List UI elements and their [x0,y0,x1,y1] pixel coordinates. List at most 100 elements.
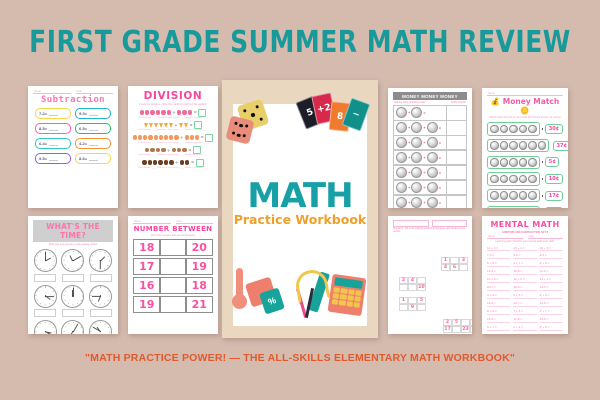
worksheet-number-between[interactable]: Name Date NUMBER BETWEEN Fill in the num… [128,216,218,334]
mental-math-problem[interactable]: 15-8 = [513,269,537,276]
money-answer-field[interactable] [446,195,466,208]
money-answer-field[interactable] [446,121,466,135]
mental-math-problem[interactable]: 11-2 = [539,269,563,276]
money-answer-field[interactable] [446,106,466,120]
subtraction-problem[interactable]: 7-2= [35,108,71,119]
workbook-cover[interactable]: 5 +2 8−% MATH Practice Workbook [222,80,378,338]
money-answer-field[interactable] [446,150,466,165]
mental-math-problem[interactable]: 7-3 = [487,253,511,260]
clock-tick [52,299,54,302]
answer-box[interactable] [195,158,204,167]
money-answer-field[interactable] [446,180,466,195]
chart-cell-blank[interactable] [469,325,472,334]
subtraction-problem[interactable]: 6-4= [35,138,71,149]
mental-math-problem[interactable]: 3 + 9 = [487,293,511,299]
time-answer-field[interactable] [89,273,112,282]
number-cell-middle[interactable] [159,258,187,275]
mental-math-problem[interactable]: 10 + 5 = [487,277,511,284]
match-dot[interactable] [541,178,544,180]
mental-math-problem[interactable]: 5 + 8 = [487,261,511,268]
coin-group[interactable] [487,205,540,208]
mental-math-problem[interactable]: 17-8 = [513,317,537,323]
worksheet-time[interactable]: WHAT'S THE TIME? Write the time shown on… [28,216,118,334]
coin-group[interactable] [487,138,549,153]
time-answer-field[interactable] [61,309,84,317]
answer-box[interactable] [193,146,202,154]
name-field[interactable] [393,220,429,227]
coin-group[interactable] [487,188,540,203]
mental-math-problem[interactable]: 18-9 = [513,285,537,292]
money-answer-field[interactable] [446,165,466,180]
chart-cell-blank[interactable] [458,263,469,272]
mental-math-problem[interactable]: 3 + 7 = [539,309,563,315]
number-cell-middle[interactable] [159,239,187,256]
subtraction-problem[interactable]: 4-2= [75,138,111,149]
mental-math-problem[interactable]: 8 + 8 = [487,309,511,315]
mental-math-problem[interactable]: 13-7 = [513,301,537,307]
ice-cream-icon [161,110,166,115]
mental-math-problem[interactable]: 11 + 3 = [487,246,511,252]
mental-math-problem[interactable]: 12 + 6 = [513,277,537,284]
match-dot[interactable] [541,128,544,130]
coin-group[interactable] [487,155,540,170]
worksheet-subtraction[interactable]: Name Date Subtraction 7-2= 9-3= 8-5= 6-5= 6-… [28,86,118,208]
mental-math-problem[interactable]: 10-3 = [513,333,536,334]
answer-box[interactable] [205,133,214,142]
mental-math-problem[interactable]: 16-9 = [487,317,511,323]
worksheet-money-match[interactable]: Name 💰 Money Match 🪙 Match each amount o… [482,88,568,208]
time-answer-field[interactable] [89,309,112,317]
money-value[interactable]: 10¢ [545,174,563,184]
date-field[interactable] [431,220,467,227]
mental-math-problem[interactable]: 2 + 9 = [513,325,537,331]
chart-cell-blank[interactable] [416,303,427,312]
coin-icon [411,122,423,134]
worksheet-grid-puzzle[interactable]: Directions : Fill in the missing numbers… [388,216,472,334]
coin-group[interactable] [487,122,540,136]
mental-math-problem[interactable]: 20-7 = [487,285,511,292]
subtraction-problem[interactable]: 9-3= [75,108,111,119]
subtraction-problem[interactable]: 8-5= [35,123,71,134]
mental-math-problem[interactable]: 7 + 6 = [513,309,537,315]
mental-math-problem[interactable]: 12-8 = [539,301,563,307]
mental-math-problem[interactable]: 19-5 = [539,285,563,292]
mental-math-problem[interactable]: 9 + 4 = [539,293,563,299]
mental-math-problem[interactable]: 6 + 6 = [539,261,563,268]
mental-math-problem[interactable]: 9-6 = [513,253,537,260]
mental-math-problem[interactable]: 5 + 5 = [513,293,537,299]
mental-math-problem[interactable]: 14-6 = [487,301,511,307]
mental-math-problem[interactable]: 13-9 = [540,333,563,334]
time-answer-field[interactable] [34,273,57,282]
mental-math-problem[interactable]: 6 + 7 = [487,325,511,331]
clock-tick [49,322,51,325]
time-answer-field[interactable] [34,309,57,317]
mental-math-problem[interactable]: 12-4 = [487,269,511,276]
mental-math-problem[interactable]: 14 + 3 = [539,277,563,284]
money-value[interactable]: 17¢ [545,190,563,201]
worksheet-division[interactable]: DIVISION Count the pictures, circle the … [128,86,218,208]
mental-math-problem[interactable]: 15-6 = [539,317,563,323]
mental-math-problem[interactable]: 4 + 7 = [513,261,537,268]
money-value[interactable]: 15¢ [545,207,563,208]
subtraction-problem[interactable]: 9-5= [35,153,71,164]
time-answer-field[interactable] [61,273,84,282]
mental-math-problem[interactable]: 13 + 4 = [513,246,537,252]
money-value[interactable]: 37¢ [553,140,568,151]
subtraction-problem[interactable]: 6-5= [75,123,111,134]
mental-math-problem[interactable]: 10 + 9 = [539,246,563,252]
answer-box[interactable] [198,108,207,117]
number-cell-middle[interactable] [159,296,187,313]
match-dot[interactable] [541,194,544,197]
worksheet-money[interactable]: MONEY MONEY MONEY Add the coins to find … [388,88,472,208]
worksheet-mental-math[interactable]: MENTAL MATH ADDITION AND SUBTRACTION SET… [482,216,568,334]
money-value[interactable]: 5¢ [545,157,560,168]
answer-box[interactable] [194,121,203,129]
mental-math-problem[interactable]: 8 + 5 = [539,325,563,331]
number-cell-middle[interactable] [159,277,187,294]
coin-group[interactable] [487,172,540,186]
money-value[interactable]: 30¢ [545,123,563,134]
mental-math-problem[interactable]: 8-4 = [539,253,563,260]
subtraction-problem[interactable]: 8-6= [75,153,111,164]
match-dot[interactable] [541,161,544,164]
mental-math-problem[interactable]: 11-5 = [487,333,510,334]
money-answer-field[interactable] [446,135,466,150]
